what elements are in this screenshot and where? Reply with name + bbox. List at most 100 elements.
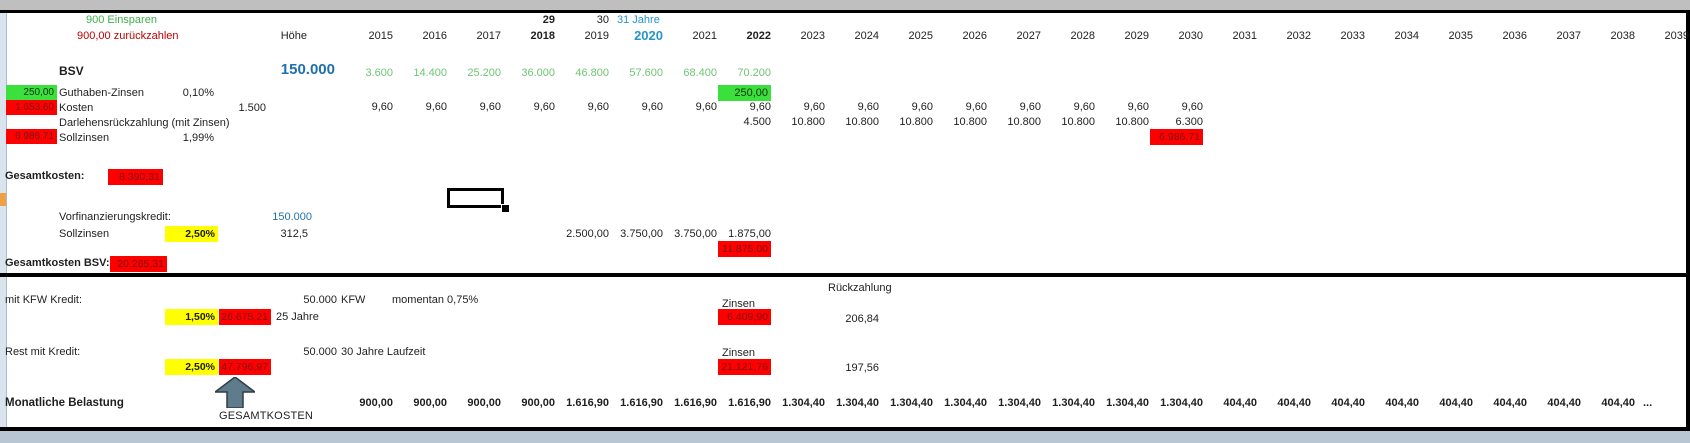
vorfin-rate-cell[interactable]: 2,50%	[165, 226, 218, 242]
monatliche-belastung-2022: 1.616,90	[728, 397, 771, 409]
kfw-name: KFW	[341, 294, 366, 306]
kfw-rate-cell[interactable]: 1,50%	[165, 309, 218, 325]
monatliche-belastung-2029: 1.304,40	[1106, 397, 1149, 409]
monatliche-belastung-2030: 1.304,40	[1160, 397, 1203, 409]
guthaben-zinsen-label: Guthaben-Zinsen	[59, 87, 144, 99]
monatliche-belastung-2023: 1.304,40	[782, 397, 825, 409]
gesamtkosten-label: Gesamtkosten:	[5, 170, 85, 182]
year-header-2022: 2022	[746, 30, 771, 42]
window-top-strip	[0, 0, 1690, 10]
right-border-line	[1686, 10, 1690, 431]
year-annotation-2018: 29	[542, 14, 555, 26]
vorfin-sollzinsen-2022: 1.875,00	[728, 228, 771, 240]
kosten-2017: 9,60	[479, 101, 501, 113]
kfw-gesamt-cell: 26.675,21	[219, 309, 271, 325]
year-header-2031: 2031	[1232, 30, 1257, 42]
kfw-momentan-rate: momentan 0,75%	[392, 294, 479, 306]
darlehensrueckzahlung-2023: 10.800	[791, 116, 825, 128]
left-strip-orange-cell	[0, 193, 6, 206]
darlehensrueckzahlung-label: Darlehensrückzahlung (mit Zinsen)	[59, 117, 230, 129]
monatliche-belastung-2036: 404,40	[1493, 397, 1527, 409]
vorfinanzierungskredit-amount: 150.000	[272, 211, 312, 223]
guthaben-zins-2022: 250,00	[718, 85, 771, 101]
kosten-2019: 9,60	[587, 101, 609, 113]
kfw-zinsen-total-2022: 6.409,90	[718, 309, 771, 325]
kosten-2024: 9,60	[857, 101, 879, 113]
monatliche-belastung-2028: 1.304,40	[1052, 397, 1095, 409]
monatliche-belastung-2024: 1.304,40	[836, 397, 879, 409]
year-header-2030: 2030	[1178, 30, 1203, 42]
kosten-2021: 9,60	[695, 101, 717, 113]
monatliche-belastung-2039: ...	[1643, 397, 1653, 409]
bsv-guthaben-2020: 57.600	[629, 67, 663, 79]
monatliche-belastung-2020: 1.616,90	[620, 397, 663, 409]
monatliche-belastung-2025: 1.304,40	[890, 397, 933, 409]
vorfin-sollzinsen-2020: 3.750,00	[620, 228, 663, 240]
bsv-guthaben-2018: 36.000	[521, 67, 555, 79]
rest-amount: 50.000	[303, 346, 337, 358]
year-header-2026: 2026	[962, 30, 987, 42]
kfw-zinsen-label: Zinsen	[722, 298, 756, 310]
darlehensrueckzahlung-2024: 10.800	[845, 116, 879, 128]
monatliche-belastung-2027: 1.304,40	[998, 397, 1041, 409]
kosten-2015: 9,60	[371, 101, 393, 113]
bsv-guthaben-2017: 25.200	[467, 67, 501, 79]
year-header-2016: 2016	[422, 30, 447, 42]
year-header-2017: 2017	[476, 30, 501, 42]
year-header-2039: 2039	[1664, 30, 1689, 42]
vorfin-sollzinsen-label: Sollzinsen	[59, 228, 110, 240]
monatliche-belastung-2031: 404,40	[1223, 397, 1257, 409]
year-header-2038: 2038	[1610, 30, 1635, 42]
kosten-2025: 9,60	[911, 101, 933, 113]
darlehensrueckzahlung-2027: 10.800	[1007, 116, 1041, 128]
bottom-border-line	[0, 427, 1690, 431]
monatliche-belastung-2032: 404,40	[1277, 397, 1311, 409]
monatliche-belastung-2017: 900,00	[467, 397, 501, 409]
monatliche-belastung-2021: 1.616,90	[674, 397, 717, 409]
monatliche-belastung-2033: 404,40	[1331, 397, 1365, 409]
sollzinsen-total-2030: 6.986,71	[1150, 129, 1203, 145]
rest-zinsen-total-2022: 21.121,76	[718, 359, 771, 375]
kosten-hoehe-value: 1.500	[238, 102, 266, 114]
rest-kredit-label: Rest mit Kredit:	[5, 346, 81, 358]
active-cell-selection[interactable]	[447, 188, 504, 208]
gesamtkosten-arrow-label: GESAMTKOSTEN	[219, 410, 314, 422]
gesamtkosten-bsv-label: Gesamtkosten BSV:	[5, 257, 110, 269]
darlehensrueckzahlung-2029: 10.800	[1115, 116, 1149, 128]
year-header-2027: 2027	[1016, 30, 1041, 42]
monatliche-belastung-2035: 404,40	[1439, 397, 1473, 409]
bsv-guthaben-2016: 14.400	[413, 67, 447, 79]
kosten-2030: 9,60	[1181, 101, 1203, 113]
darlehensrueckzahlung-2028: 10.800	[1061, 116, 1095, 128]
monatliche-belastung-2026: 1.304,40	[944, 397, 987, 409]
kfw-kredit-label: mit KFW Kredit:	[5, 294, 83, 306]
kosten-label: Kosten	[59, 102, 94, 114]
rest-rate-cell[interactable]: 2,50%	[165, 359, 218, 375]
year-annotation-2020: 31 Jahre	[617, 14, 660, 26]
darlehensrueckzahlung-2022: 4.500	[743, 116, 771, 128]
selection-fill-handle[interactable]	[501, 204, 510, 213]
kosten-2026: 9,60	[965, 101, 987, 113]
rest-laufzeit: 30 Jahre Laufzeit	[341, 346, 426, 358]
rest-rueckzahlung-value: 197,56	[845, 362, 879, 374]
year-header-2018: 2018	[530, 30, 555, 42]
kosten-2027: 9,60	[1019, 101, 1041, 113]
bsv-guthaben-2015: 3.600	[365, 67, 393, 79]
kosten-2016: 9,60	[425, 101, 447, 113]
monatliche-belastung-2019: 1.616,90	[566, 397, 609, 409]
darlehensrueckzahlung-2030: 6.300	[1175, 116, 1203, 128]
year-header-2023: 2023	[800, 30, 825, 42]
vorfin-sollzinsen-total-2022: 11.875,00	[718, 241, 771, 257]
year-header-2024: 2024	[854, 30, 879, 42]
zurueckzahlen-note: 900,00 zurückzahlen	[77, 30, 179, 42]
top-border-line	[0, 10, 1690, 13]
year-header-2020: 2020	[634, 28, 663, 43]
gesamtkosten-value-cell: 8.390,31	[108, 169, 163, 185]
kosten-2020: 9,60	[641, 101, 663, 113]
kfw-laufzeit: 25 Jahre	[276, 311, 319, 323]
darlehensrueckzahlung-2025: 10.800	[899, 116, 933, 128]
vorfinanzierungskredit-label: Vorfinanzierungskredit:	[59, 211, 171, 223]
kosten-2023: 9,60	[803, 101, 825, 113]
vorfin-sollzinsen-2019: 2.500,00	[566, 228, 609, 240]
vorfin-sollzinsen-2021: 3.750,00	[674, 228, 717, 240]
